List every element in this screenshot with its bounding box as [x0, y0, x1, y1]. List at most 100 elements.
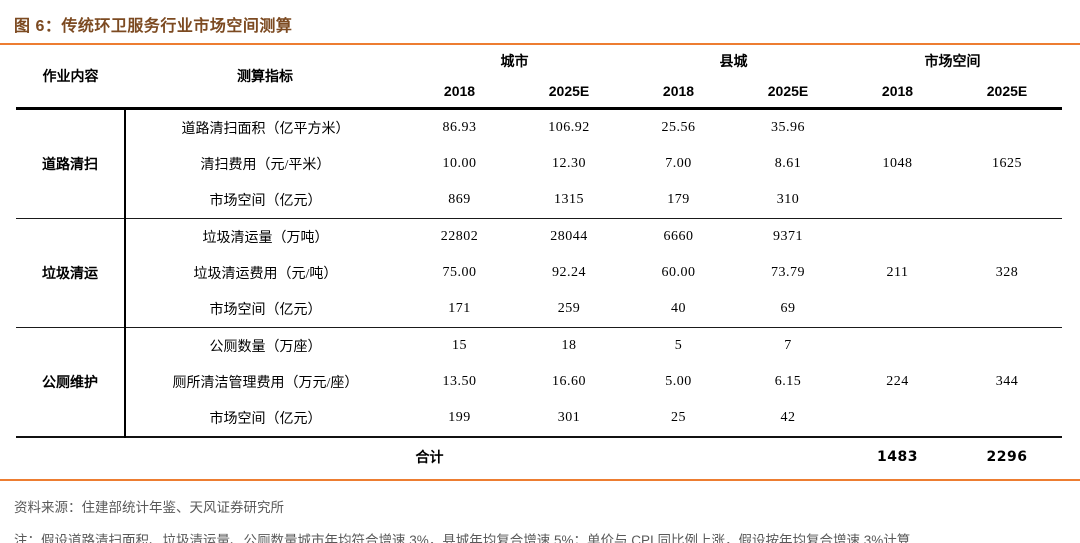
category-cell: 垃圾清运 [16, 218, 126, 327]
value-cell: 25 [671, 409, 686, 425]
value-cell: 73.79 [771, 264, 805, 280]
table-row: 道路清扫 道路清扫面积（亿平方米） 86.93 106.92 25.56 35.… [16, 108, 1062, 218]
table-row: 厕所清洁管理费用（万元/座） 13.50 16.60 5.00 6.15 224… [16, 364, 1062, 400]
value-cell: 1315 [554, 191, 584, 207]
category-cell: 道路清扫 [16, 108, 126, 218]
header-year: 2025E [952, 76, 1062, 110]
value-cell: 18 [561, 337, 577, 353]
figure-title: 图 6：传统环卫服务行业市场空间测算 [14, 18, 293, 35]
indicator-cell: 道路清扫面积（亿平方米） [181, 121, 350, 137]
value-cell: 16.60 [552, 373, 586, 389]
total-row: 合计 1483 2296 [16, 437, 1062, 476]
section-toilet-maintenance: 公厕维护 公厕数量（万座） 15 18 5 7 厕所清洁管理费用（万元/座） 1… [16, 327, 1062, 437]
value-cell [843, 108, 952, 146]
value-cell: 12.30 [552, 155, 586, 171]
title-underline [0, 43, 1080, 45]
value-cell: 106.92 [548, 119, 590, 135]
value-cell [843, 182, 952, 219]
category-cell: 公厕维护 [16, 327, 126, 437]
value-cell [952, 218, 1062, 255]
value-cell: 9371 [773, 228, 803, 244]
value-cell: 13.50 [442, 373, 477, 389]
table-row: 公厕维护 公厕数量（万座） 15 18 5 7 [16, 327, 1062, 437]
value-cell [843, 291, 952, 328]
value-cell: 199 [448, 409, 471, 425]
value-cell [952, 108, 1062, 146]
value-cell: 179 [667, 191, 690, 207]
value-cell [843, 218, 952, 255]
value-cell: 42 [780, 409, 796, 425]
value-cell: 8.61 [774, 155, 802, 171]
table-row: 垃圾清运费用（元/吨） 75.00 92.24 60.00 73.79 211 … [16, 255, 1062, 291]
indicator-cell: 垃圾清运费用（元/吨） [193, 266, 338, 282]
value-cell: 1048 [882, 155, 913, 171]
value-cell [952, 182, 1062, 219]
source-line: 资料来源：住建部统计年鉴、天风证券研究所 [14, 499, 284, 515]
figure-title-row: 图 6：传统环卫服务行业市场空间测算 [0, 0, 1080, 43]
value-cell: 344 [995, 373, 1019, 389]
market-space-table: 作业内容 测算指标 城市 县城 市场空间 2018 2025E 2018 202… [16, 45, 1062, 476]
indicator-cell: 市场空间（亿元） [209, 411, 322, 427]
value-cell: 75.00 [442, 264, 477, 280]
value-cell: 328 [995, 264, 1019, 280]
table-row: 垃圾清运 垃圾清运量（万吨） 22802 28044 6660 9371 [16, 218, 1062, 327]
total-label: 合计 [415, 450, 444, 466]
header-group-city: 城市 [500, 54, 529, 70]
table-row: 清扫费用（元/平米） 10.00 12.30 7.00 8.61 1048 16… [16, 146, 1062, 182]
header-year: 2018 [843, 76, 952, 110]
value-cell: 5 [674, 337, 683, 353]
value-cell: 310 [776, 191, 800, 207]
indicator-cell: 市场空间（亿元） [209, 302, 322, 318]
indicator-cell: 市场空间（亿元） [209, 193, 322, 209]
value-cell: 60.00 [661, 264, 696, 280]
indicator-cell: 清扫费用（元/平米） [200, 157, 331, 173]
value-cell: 92.24 [552, 264, 586, 280]
header-work-content: 作业内容 [16, 45, 125, 110]
header-indicator: 测算指标 [125, 45, 405, 110]
header-group-county: 县城 [719, 54, 748, 70]
value-cell: 28044 [550, 228, 588, 244]
header-year: 2018 [405, 76, 514, 110]
value-cell [952, 291, 1062, 328]
total-value-2025e: 2296 [986, 448, 1028, 465]
value-cell: 7 [784, 337, 792, 353]
value-cell [843, 400, 952, 437]
indicator-cell: 厕所清洁管理费用（万元/座） [172, 375, 359, 391]
value-cell: 5.00 [665, 373, 692, 389]
value-cell: 7.00 [665, 155, 692, 171]
table-row: 市场空间（亿元） 171 259 40 69 [16, 291, 1062, 328]
section-road-sweeping: 道路清扫 道路清扫面积（亿平方米） 86.93 106.92 25.56 35.… [16, 108, 1062, 218]
note-line: 注：假设道路清扫面积、垃圾清运量、公厕数量城市年均符合增速 3%，县城年均复合增… [14, 532, 911, 543]
value-cell: 869 [448, 191, 471, 207]
value-cell: 22802 [440, 228, 479, 244]
indicator-cell: 垃圾清运量（万吨） [202, 230, 329, 246]
section-garbage-removal: 垃圾清运 垃圾清运量（万吨） 22802 28044 6660 9371 垃圾清… [16, 218, 1062, 327]
table-header: 作业内容 测算指标 城市 县城 市场空间 2018 2025E 2018 202… [16, 45, 1062, 110]
header-group-market-space: 市场空间 [924, 54, 981, 70]
value-cell: 171 [448, 300, 471, 316]
value-cell: 6.15 [774, 373, 802, 389]
value-cell: 86.93 [442, 119, 477, 135]
value-cell [952, 400, 1062, 437]
header-year: 2025E [733, 76, 843, 110]
value-cell: 35.96 [771, 119, 805, 135]
value-cell: 6660 [663, 228, 694, 244]
value-cell: 10.00 [442, 155, 477, 171]
header-year: 2025E [514, 76, 624, 110]
total-value-2018: 1483 [877, 448, 918, 465]
indicator-cell: 公厕数量（万座） [209, 339, 322, 355]
value-cell: 25.56 [661, 119, 696, 135]
table-row: 市场空间（亿元） 199 301 25 42 [16, 400, 1062, 437]
value-cell: 1625 [992, 155, 1022, 171]
bottom-accent-rule [0, 478, 1080, 481]
table-row: 市场空间（亿元） 869 1315 179 310 [16, 182, 1062, 219]
header-year: 2018 [624, 76, 733, 110]
value-cell [952, 327, 1062, 364]
value-cell: 224 [886, 373, 909, 389]
value-cell: 15 [452, 337, 467, 353]
value-cell: 40 [671, 300, 686, 316]
value-cell: 259 [557, 300, 581, 316]
value-cell: 301 [557, 409, 581, 425]
value-cell: 211 [886, 264, 909, 280]
